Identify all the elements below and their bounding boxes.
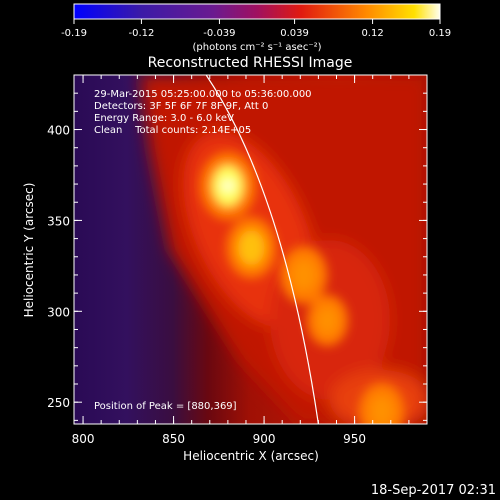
colorbar: -0.19 -0.12 -0.039 0.039 0.12 0.19 (photons c… <box>61 3 451 53</box>
x-tick-label: 950 <box>343 432 366 446</box>
colorbar-tick-label: 0.039 <box>280 28 309 39</box>
colorbar-tick-label: -0.039 <box>203 28 235 39</box>
footer-date: 18-Sep-2017 02:31 <box>371 483 496 498</box>
emission-peak <box>221 179 234 192</box>
emission-source-core <box>291 258 317 292</box>
emission-source-core <box>238 230 265 266</box>
colorbar-gradient <box>73 3 441 20</box>
chart-title: Reconstructed RHESSI Image <box>148 55 353 71</box>
colorbar-tick-label: -0.12 <box>128 28 154 39</box>
colorbar-unit-label: (photons cm⁻² s⁻¹ asec⁻²) <box>192 42 321 53</box>
x-axis: 800 850 900 950 <box>72 75 410 446</box>
annotation-block: 29-Mar-2015 05:25:00.000 to 05:36:00.000… <box>94 89 312 136</box>
annotation-counts: Clean Total counts: 2.14E+05 <box>94 125 251 136</box>
solar-limb-curve <box>205 75 319 424</box>
annotation-detectors: Detectors: 3F 5F 6F 7F 8F 9F, Att 0 <box>94 101 268 112</box>
heatmap-image <box>74 75 427 424</box>
colorbar-tick-label: -0.19 <box>61 28 87 39</box>
y-axis: 250 300 350 400 <box>47 74 427 421</box>
colorbar-tick-label: 0.19 <box>429 28 451 39</box>
y-tick-label: 350 <box>47 214 70 228</box>
y-tick-label: 250 <box>47 396 70 410</box>
x-tick-label: 900 <box>253 432 276 446</box>
y-axis-label: Heliocentric Y (arcsec) <box>22 183 36 318</box>
x-tick-label: 850 <box>162 432 185 446</box>
plot-frame <box>73 74 428 425</box>
x-tick-label: 800 <box>72 432 95 446</box>
annotation-time-range: 29-Mar-2015 05:25:00.000 to 05:36:00.000 <box>94 89 312 100</box>
emission-source-core <box>317 306 338 335</box>
annotation-energy-range: Energy Range: 3.0 - 6.0 keV <box>94 113 234 124</box>
emission-source-core <box>370 395 394 424</box>
x-axis-label: Heliocentric X (arcsec) <box>183 449 319 463</box>
colorbar-ticks: -0.19 -0.12 -0.039 0.039 0.12 0.19 <box>61 19 451 39</box>
y-tick-label: 300 <box>47 305 70 319</box>
peak-position-label: Position of Peak = [880,369] <box>94 401 237 412</box>
colorbar-tick-label: 0.12 <box>361 28 383 39</box>
y-tick-label: 400 <box>47 124 70 138</box>
